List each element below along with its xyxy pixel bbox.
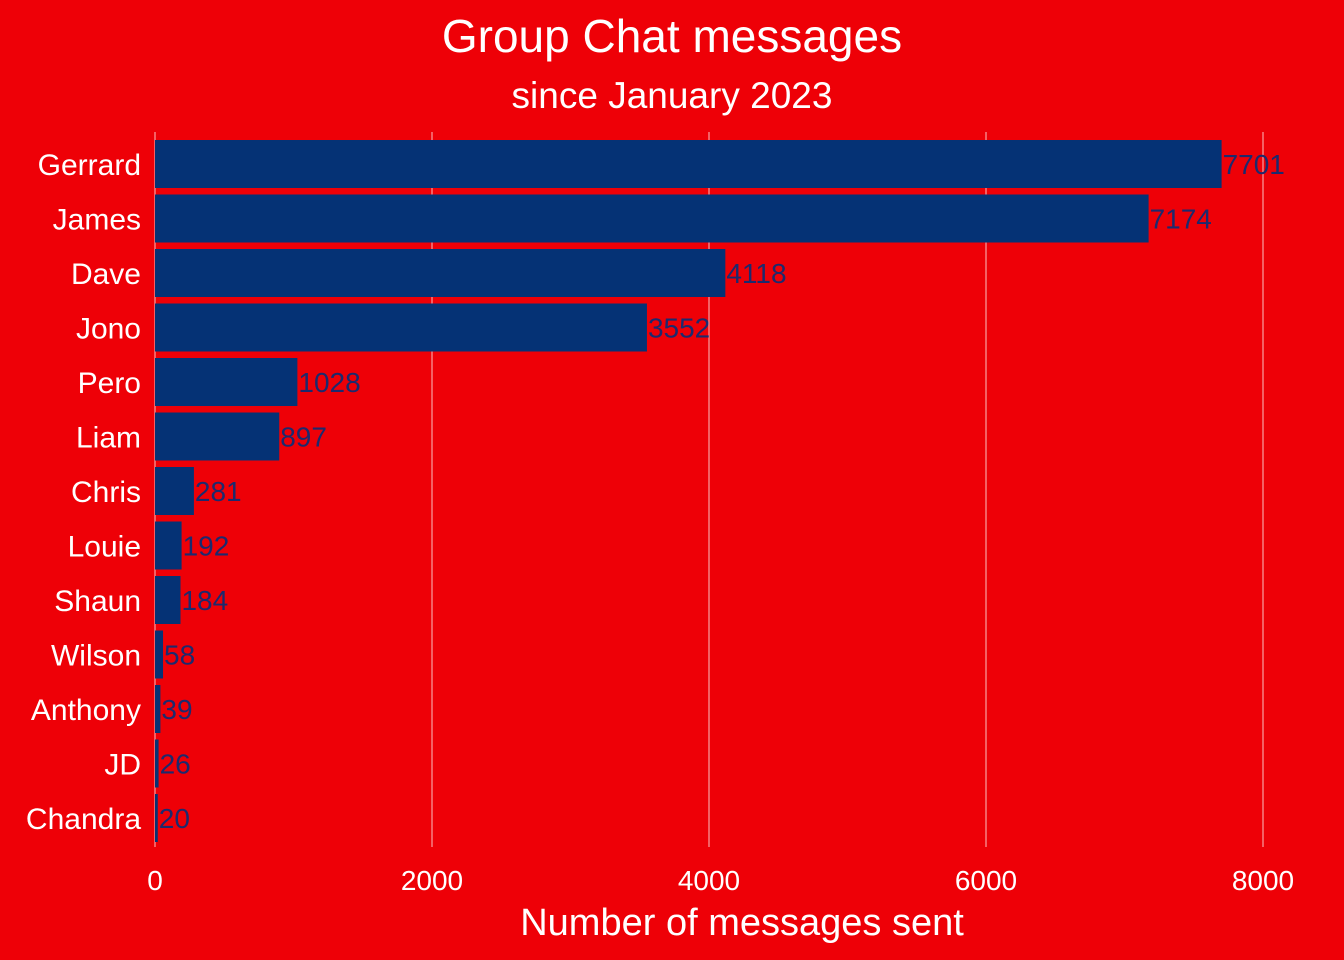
bar-gerrard — [155, 140, 1222, 188]
category-label-james: James — [53, 204, 141, 237]
category-label-liam: Liam — [76, 422, 141, 455]
category-label-jd: JD — [104, 749, 141, 782]
category-label-jono: Jono — [76, 313, 141, 346]
bars — [155, 140, 1222, 842]
bar-liam — [155, 412, 280, 461]
value-label-dave: 4118 — [726, 258, 786, 289]
bar-wilson — [155, 630, 164, 679]
category-label-pero: Pero — [78, 367, 141, 400]
category-label-gerrard: Gerrard — [38, 149, 141, 182]
value-label-liam: 897 — [280, 422, 327, 453]
category-labels: Gerrard James Dave Jono Pero Liam Chris Louie Sh… — [26, 149, 141, 836]
category-label-wilson: Wilson — [51, 640, 141, 673]
bar-pero — [155, 358, 298, 406]
value-labels: 7701 7174 4118 3552 1028 897 281 192 184 58 39 26 20 — [159, 149, 1285, 834]
value-label-jono: 3552 — [648, 313, 710, 344]
x-tick-label: 2000 — [401, 865, 463, 896]
value-label-anthony: 39 — [161, 694, 192, 725]
value-label-louie: 192 — [183, 531, 230, 562]
x-tick-label: 0 — [147, 865, 163, 896]
bar-dave — [155, 249, 726, 297]
bar-jd — [155, 739, 159, 788]
category-label-chris: Chris — [71, 476, 141, 509]
chart-subtitle: since January 2023 — [512, 75, 833, 116]
bar-jono — [155, 303, 647, 352]
value-label-shaun: 184 — [181, 585, 228, 616]
x-tick-label: 8000 — [1232, 865, 1294, 896]
category-label-dave: Dave — [71, 258, 141, 291]
x-axis-tick-labels: 0 2000 4000 6000 8000 — [147, 865, 1294, 896]
category-label-anthony: Anthony — [31, 694, 141, 727]
bar-louie — [155, 521, 182, 570]
bar-anthony — [155, 685, 161, 733]
x-axis-label: Number of messages sent — [520, 902, 964, 944]
bar-chandra — [155, 794, 158, 842]
category-label-louie: Louie — [68, 531, 141, 564]
bar-james — [155, 194, 1149, 243]
bar-chris — [155, 467, 194, 515]
chart-title: Group Chat messages — [442, 10, 902, 62]
category-label-shaun: Shaun — [54, 585, 141, 618]
value-label-gerrard: 7701 — [1223, 149, 1285, 180]
value-label-jd: 26 — [160, 749, 191, 780]
bar-shaun — [155, 576, 181, 624]
category-label-chandra: Chandra — [26, 803, 141, 836]
value-label-chandra: 20 — [159, 803, 190, 834]
value-label-chris: 281 — [195, 476, 242, 507]
value-label-pero: 1028 — [298, 367, 360, 398]
x-tick-label: 6000 — [955, 865, 1017, 896]
value-label-wilson: 58 — [164, 640, 195, 671]
x-tick-label: 4000 — [678, 865, 740, 896]
value-label-james: 7174 — [1150, 204, 1212, 235]
